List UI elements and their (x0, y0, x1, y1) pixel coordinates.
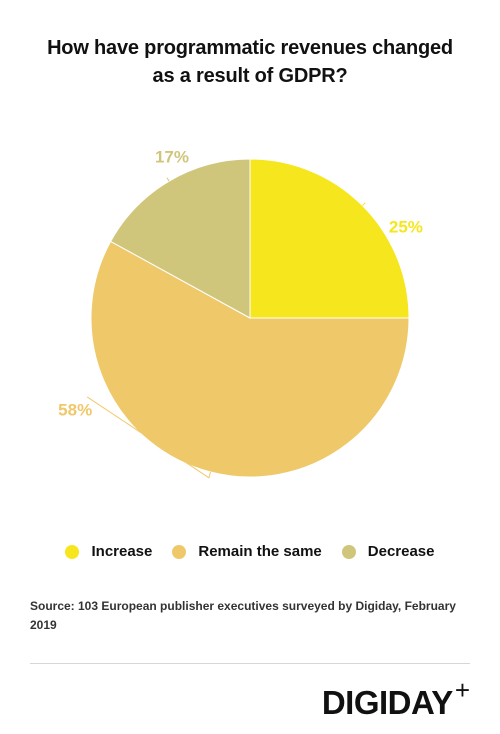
digiday-logo: DIGIDAY + (321, 675, 470, 721)
chart-title-line-2: as a result of GDPR? (152, 65, 348, 87)
source-note: Source: 103 European publisher executive… (30, 599, 456, 632)
legend-swatch-increase (65, 544, 80, 559)
data-label-remain-the-same: 58% (58, 400, 92, 419)
footer-divider (30, 663, 470, 664)
data-label-increase: 25% (389, 217, 423, 236)
legend-swatch-remain-the-same (172, 544, 187, 559)
pie-slice-remain-the-same (90, 240, 410, 478)
pie-slice-increase (249, 158, 410, 319)
data-label-decrease: 17% (155, 147, 189, 166)
pie-chart: 25% 58% 17% (58, 147, 423, 479)
legend: Increase Remain the same Decrease (0, 543, 500, 560)
legend-label-remain-the-same: Remain the same (198, 543, 322, 560)
legend-item-decrease: Decrease (341, 543, 435, 560)
leader-line-decrease (166, 177, 170, 182)
legend-swatch-decrease (341, 544, 356, 559)
chart-title: How have programmatic revenues changed a… (20, 34, 480, 90)
legend-label-decrease: Decrease (367, 543, 435, 560)
plus-icon: + (454, 675, 470, 705)
legend-item-remain-the-same: Remain the same (172, 543, 322, 560)
leader-line-remain-the-same (86, 396, 211, 479)
chart-title-line-1: How have programmatic revenues changed (47, 37, 453, 59)
legend-label-increase: Increase (91, 543, 153, 560)
legend-item-increase: Increase (65, 543, 152, 560)
pie-slice-decrease (109, 158, 251, 319)
logo-wordmark: DIGIDAY (321, 684, 453, 721)
leader-line-increase (362, 202, 366, 206)
